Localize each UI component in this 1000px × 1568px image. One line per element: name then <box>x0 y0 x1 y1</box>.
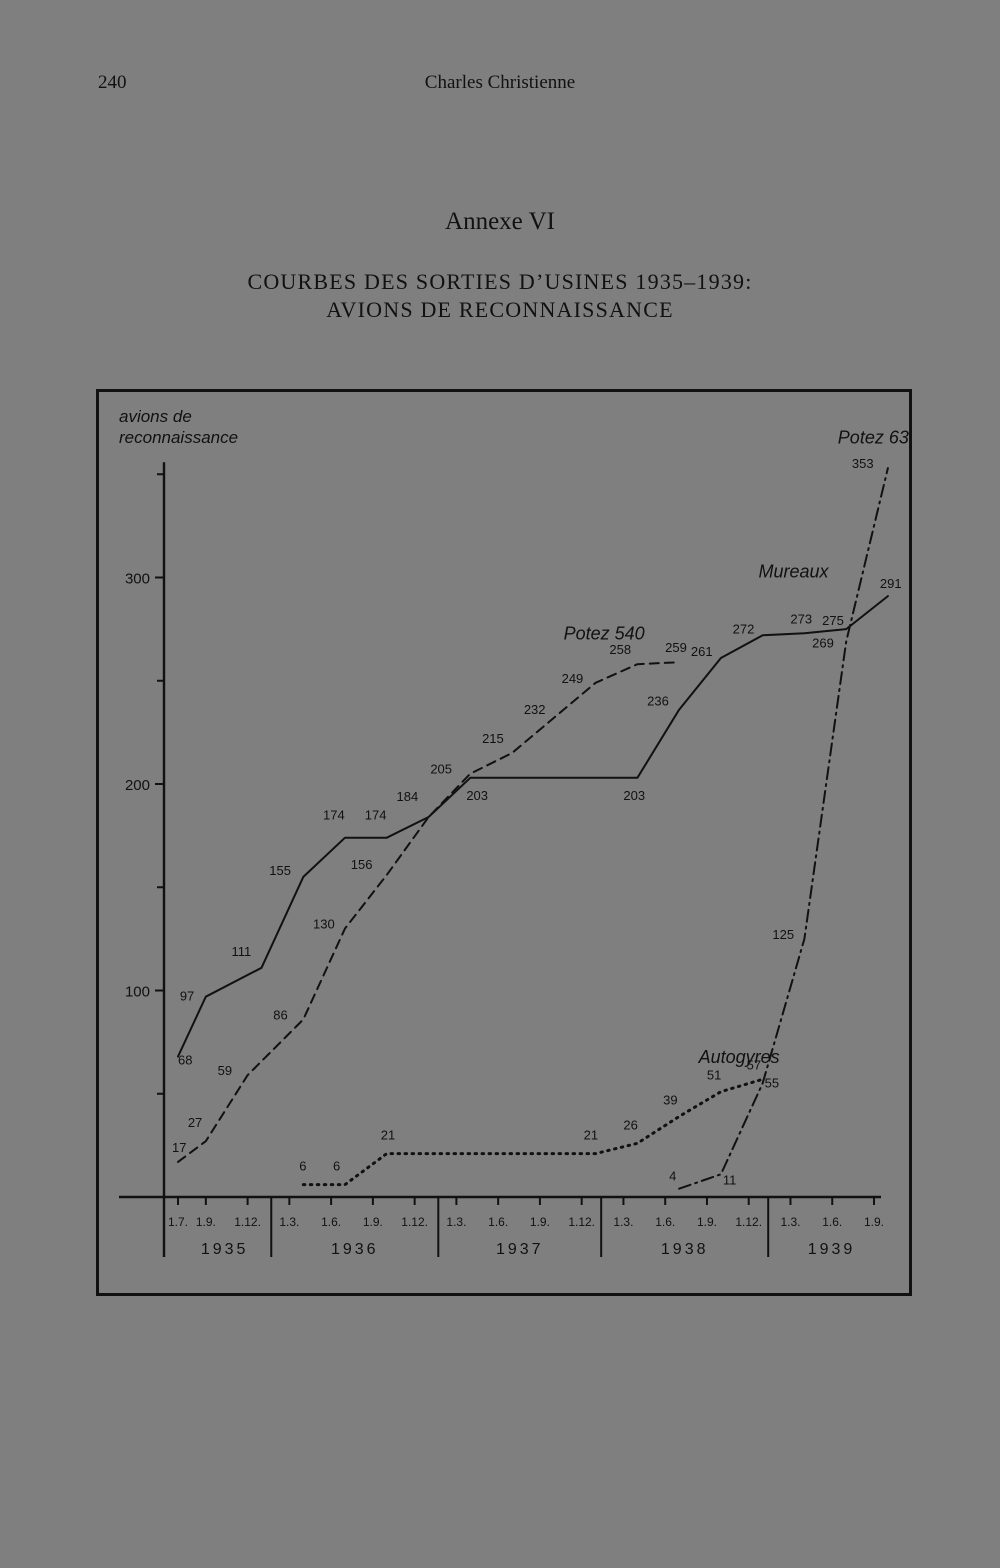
year-label: 1935 <box>201 1241 249 1258</box>
year-label: 1939 <box>808 1241 856 1258</box>
data-label: 68 <box>178 1053 192 1068</box>
data-label: 155 <box>269 863 291 878</box>
data-label: 261 <box>691 644 713 659</box>
data-label: 6 <box>299 1159 306 1174</box>
figure-title-line-2: AVIONS DE RECONNAISSANCE <box>326 297 674 322</box>
data-label: 130 <box>313 917 335 932</box>
running-header: Charles Christienne <box>424 72 576 93</box>
data-label: 59 <box>218 1063 232 1078</box>
data-label: 258 <box>609 642 631 657</box>
year-label: 1937 <box>496 1241 544 1258</box>
data-label: 174 <box>365 808 387 823</box>
data-label: 203 <box>623 788 645 803</box>
series-label: Potez 540 <box>564 623 645 643</box>
data-label: 97 <box>180 989 194 1004</box>
x-tick-label: 1.9. <box>196 1215 216 1229</box>
data-label: 203 <box>466 788 488 803</box>
data-label: 291 <box>880 576 902 591</box>
data-label: 272 <box>733 621 755 636</box>
y-axis-label: avions de <box>119 407 192 426</box>
data-label: 273 <box>790 611 812 626</box>
y-tick-label: 200 <box>125 777 150 794</box>
page-number: 240 <box>98 72 127 93</box>
figure-title: COURBES DES SORTIES D’USINES 1935–1939: … <box>0 268 1000 324</box>
data-label: 21 <box>381 1128 395 1143</box>
data-label: 236 <box>647 694 669 709</box>
data-label: 353 <box>852 456 874 471</box>
x-tick-label: 1.3. <box>613 1215 633 1229</box>
data-label: 86 <box>273 1007 287 1022</box>
data-label: 156 <box>351 857 373 872</box>
axes: 100 200 300 1.7. 1.9. 1.12. 1.3. 1.6. 1.9. 1.12. 1… <box>119 462 884 1258</box>
x-tick-label: 1.12. <box>401 1215 428 1229</box>
data-label: 11 <box>723 1172 737 1187</box>
annexe-heading: Annexe VI <box>445 208 555 235</box>
x-tick-label: 1.12. <box>568 1215 595 1229</box>
data-label: 125 <box>772 927 794 942</box>
year-label: 1938 <box>661 1241 709 1258</box>
data-label: 17 <box>172 1140 186 1155</box>
series-label: Autogyres <box>698 1047 780 1067</box>
series-lines <box>177 467 889 1190</box>
x-tick-label: 1.12. <box>234 1215 261 1229</box>
y-axis-label: reconnaissance <box>119 428 238 447</box>
x-tick-label: 1.9. <box>697 1215 717 1229</box>
series-label: Mureaux <box>758 562 829 582</box>
x-tick-label: 1.9. <box>363 1215 383 1229</box>
data-label: 26 <box>623 1117 637 1132</box>
x-tick-label: 1.6. <box>822 1215 842 1229</box>
x-tick-label: 1.3. <box>446 1215 466 1229</box>
y-tick-label: 100 <box>125 984 150 1001</box>
data-label: 205 <box>430 762 452 777</box>
x-tick-label: 1.9. <box>530 1215 550 1229</box>
year-label: 1936 <box>331 1241 379 1258</box>
series-line-potez-63 <box>678 467 889 1190</box>
series-label: Potez 63 <box>838 427 909 447</box>
series-line-mureaux <box>177 595 889 1058</box>
x-tick-label: 1.9. <box>864 1215 884 1229</box>
data-label: 51 <box>707 1068 721 1083</box>
x-tick-label: 1.6. <box>488 1215 508 1229</box>
data-label: 27 <box>188 1115 202 1130</box>
line-chart: 100 200 300 1.7. 1.9. 1.12. 1.3. 1.6. 1.9. 1.12. 1… <box>119 407 909 1258</box>
x-tick-label: 1.7. <box>168 1215 188 1229</box>
series-line-potez-540 <box>177 661 681 1163</box>
data-label: 275 <box>822 613 844 628</box>
x-tick-label: 1.6. <box>655 1215 675 1229</box>
data-label: 57 <box>747 1057 761 1072</box>
x-tick-label: 1.6. <box>321 1215 341 1229</box>
data-label: 55 <box>765 1075 779 1090</box>
data-label: 174 <box>323 808 345 823</box>
data-label: 21 <box>584 1128 598 1143</box>
figure-title-line-1: COURBES DES SORTIES D’USINES 1935–1939: <box>247 269 753 294</box>
x-tick-label: 1.3. <box>279 1215 299 1229</box>
data-label: 249 <box>562 671 584 686</box>
data-label: 6 <box>333 1159 340 1174</box>
data-label: 215 <box>482 731 504 746</box>
series-line-autogyres <box>301 1077 765 1187</box>
x-tick-label: 1.12. <box>735 1215 762 1229</box>
data-label: 39 <box>663 1092 677 1107</box>
data-label: 184 <box>397 789 419 804</box>
x-tick-label: 1.3. <box>780 1215 800 1229</box>
data-label: 111 <box>232 944 252 959</box>
y-tick-label: 300 <box>125 571 150 588</box>
chart-frame: 100 200 300 1.7. 1.9. 1.12. 1.3. 1.6. 1.9. 1.12. 1… <box>96 389 912 1296</box>
data-label: 232 <box>524 702 546 717</box>
data-label: 269 <box>812 636 834 651</box>
data-label: 4 <box>669 1169 676 1184</box>
data-label: 259 <box>665 640 687 655</box>
